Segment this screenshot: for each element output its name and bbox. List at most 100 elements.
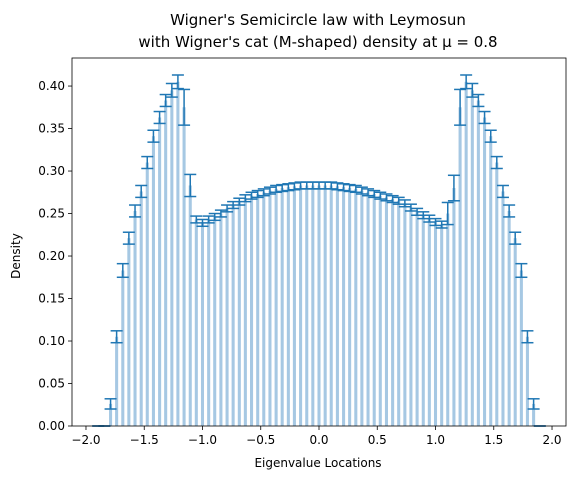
bar [256,193,260,426]
bar [109,403,113,426]
bar [274,188,278,426]
bar [476,100,480,427]
error-bar [515,262,528,279]
error-bar [368,189,381,199]
x-tick-label: −1.0 [188,433,217,447]
error-bar [466,82,479,98]
bar [200,222,205,426]
error-bar [257,188,270,197]
bar [489,136,493,426]
error-bar [355,186,368,195]
bar [519,270,523,426]
error-bar [362,188,375,197]
bar [292,186,296,426]
bar [305,185,309,426]
bar [403,203,407,426]
bar [458,107,462,426]
error-bar [478,110,491,125]
bar [145,162,149,427]
error-bar [484,129,497,143]
bar [207,219,211,426]
error-bar [496,184,509,199]
bar [421,215,425,426]
bar [415,211,419,426]
error-bar [429,217,442,227]
error-bar [159,93,172,108]
bar [329,185,333,426]
error-bar [343,183,356,193]
bar [133,210,137,426]
error-bar [196,218,209,228]
error-bar [423,214,436,223]
error-bar [380,193,393,202]
bar [378,195,382,426]
error-bar [239,194,252,203]
bar [440,224,444,426]
error-bar [306,181,319,190]
error-bar [411,207,424,216]
bar [225,208,229,426]
error-bar [202,215,215,224]
bar [372,193,376,426]
error-bar [472,93,485,108]
error-bar [276,183,289,193]
bar [115,336,119,426]
bar [483,117,487,427]
error-bar [147,129,160,143]
bar [213,216,217,426]
bar [280,188,284,426]
error-bar [208,212,221,222]
y-tick-label: 0.20 [38,249,65,263]
error-bar [374,191,387,200]
error-bar [110,330,123,344]
x-tick-label: −1.5 [130,433,159,447]
bar [513,238,517,426]
bar [342,187,346,426]
y-tick-label: 0.35 [38,122,65,136]
bar [158,117,162,427]
error-bar [153,110,166,125]
bar [525,336,529,426]
x-axis-label: Eigenvalue Locations [254,456,381,470]
error-bar [447,174,460,202]
bar [311,185,315,426]
error-bar [435,220,448,229]
bar [391,199,395,426]
chart-title-line1: Wigner's Semicircle law with Leymosun [170,11,466,29]
error-bar [116,262,129,279]
error-bar [221,204,234,213]
bar [219,213,223,426]
error-bar [460,74,473,90]
error-bar [233,197,246,206]
bar [151,136,155,426]
error-bar [227,200,240,210]
bar [250,195,254,426]
bar [286,187,290,426]
bar [176,81,180,427]
bar [317,185,321,426]
error-bar [325,181,338,190]
error-bar [184,173,197,198]
error-bar [122,231,135,245]
error-bar [417,211,430,220]
y-tick-label: 0.05 [38,377,65,391]
bar [366,192,370,426]
error-bar [392,196,405,205]
bar [384,197,388,426]
bar [452,188,456,426]
error-bar [141,155,154,170]
bar [348,188,352,426]
x-tick-label: −0.5 [246,433,275,447]
y-tick-label: 0.25 [38,207,65,221]
bar [121,270,125,426]
x-tick-label: 0.0 [309,433,328,447]
y-tick-label: 0.10 [38,334,65,348]
y-tick-label: 0.40 [38,79,65,93]
error-bar [263,186,276,195]
error-bar [319,181,332,190]
error-bar [251,189,264,199]
errorbars-group [92,74,546,427]
bar [470,90,474,427]
error-bar [104,398,117,410]
